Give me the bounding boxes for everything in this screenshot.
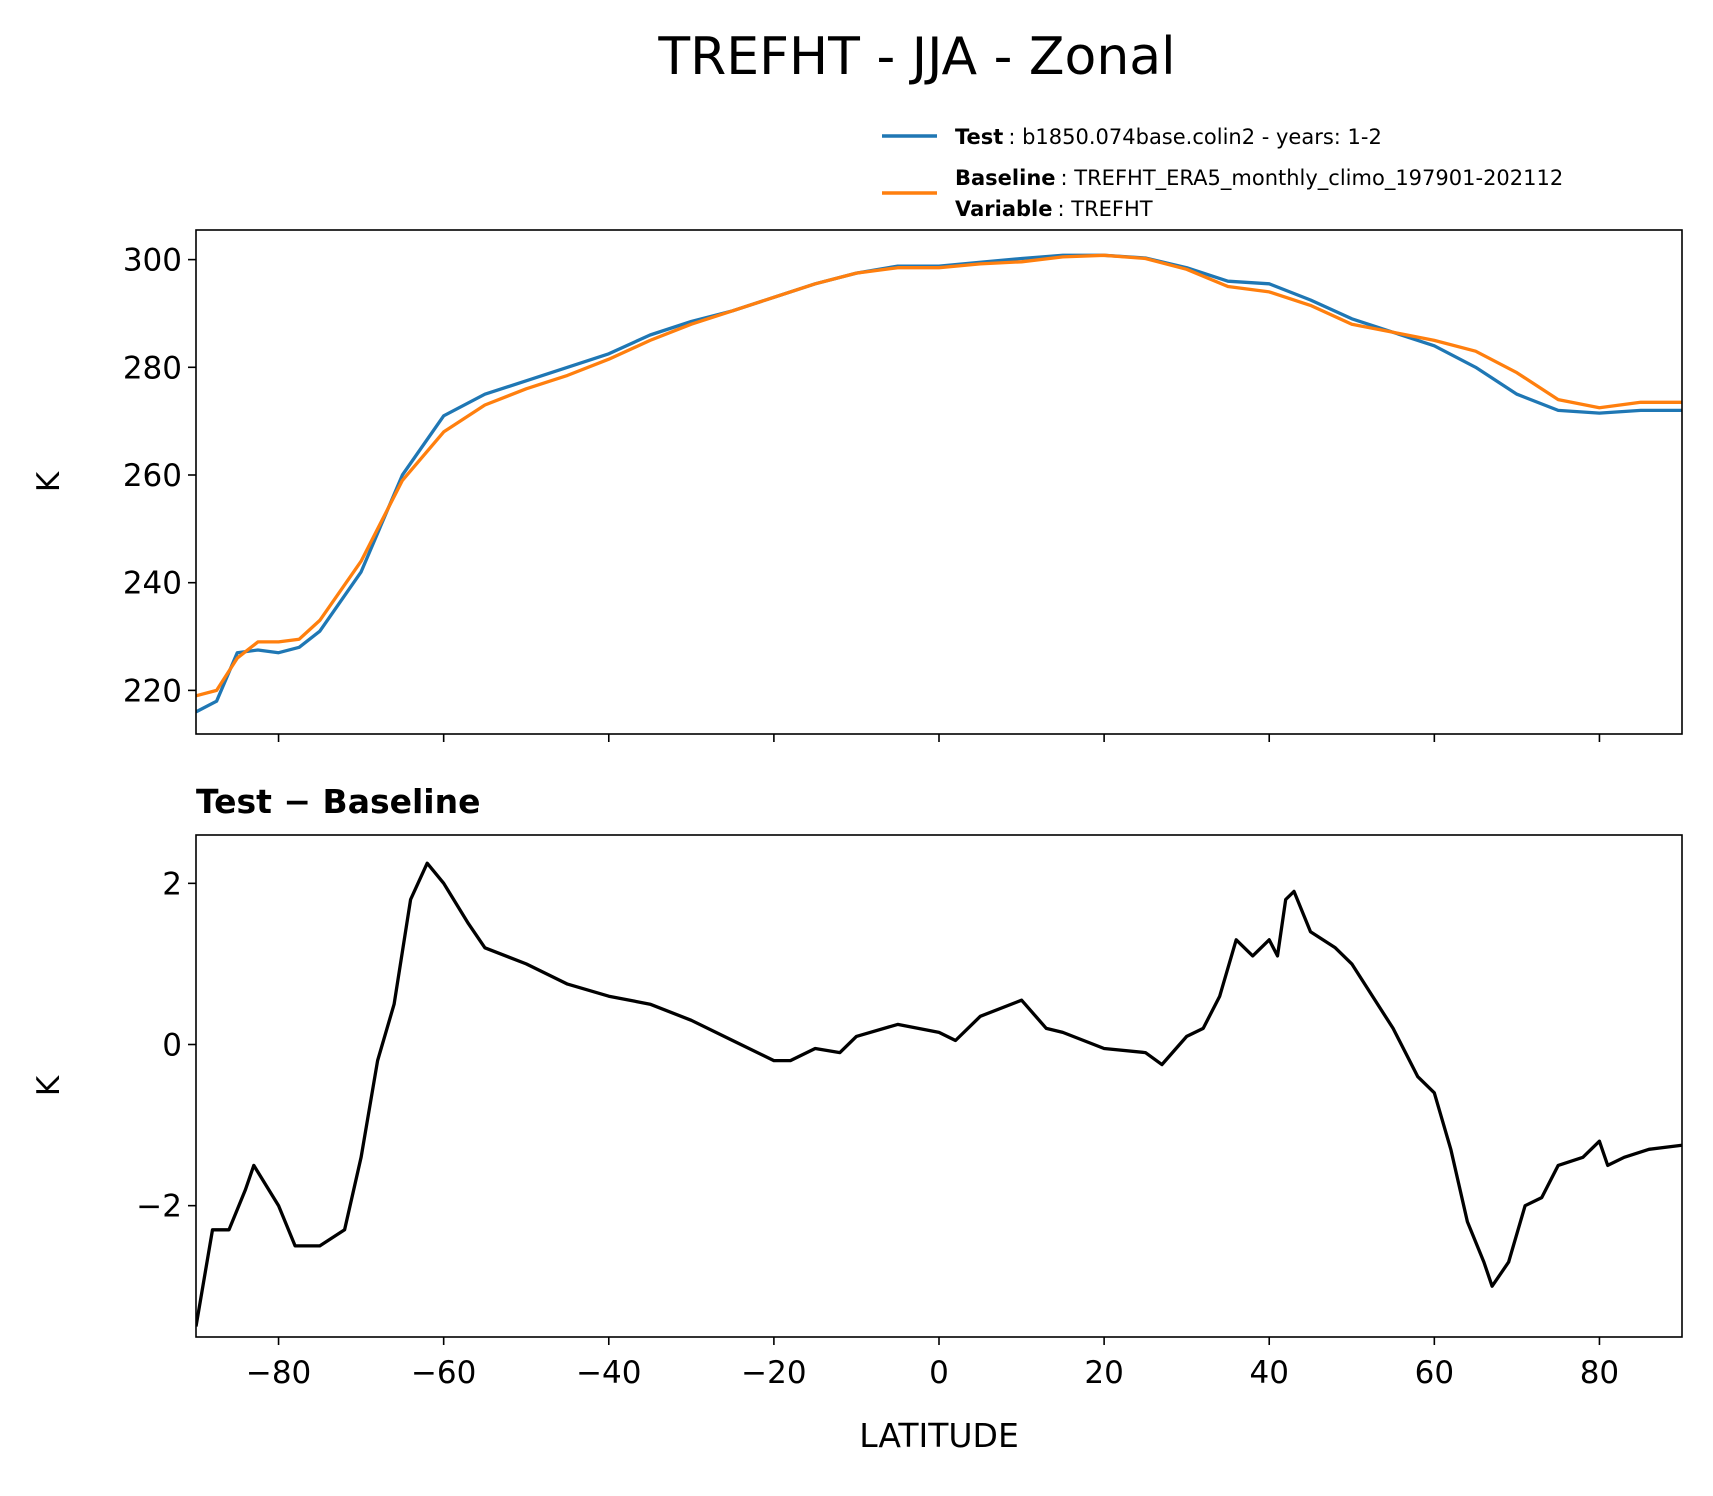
- x-tick-label: 80: [1580, 1355, 1619, 1391]
- y-axis-label: K: [31, 1075, 67, 1096]
- y-tick-label: 2: [162, 866, 182, 902]
- x-tick-label: −40: [576, 1355, 641, 1391]
- legend-desc: : TREFHT: [1057, 197, 1152, 221]
- x-tick-label: −80: [246, 1355, 311, 1391]
- x-tick-label: 0: [929, 1355, 949, 1391]
- y-tick-label: 260: [123, 458, 182, 494]
- y-tick-label: 300: [123, 243, 182, 279]
- series-line: [196, 861, 1682, 1327]
- legend-name: Test: [955, 125, 1003, 149]
- figure-title: TREFHT - JJA - Zonal: [657, 27, 1175, 87]
- legend-entry: Baseline: TREFHT_ERA5_monthly_climo_1979…: [955, 166, 1563, 191]
- series-line: [196, 253, 1682, 714]
- legend-name: Baseline: [955, 166, 1056, 190]
- x-tick-label: 60: [1415, 1355, 1454, 1391]
- legend-desc: : b1850.074base.colin2 - years: 1-2: [1008, 125, 1382, 149]
- y-tick-label: 220: [123, 673, 182, 709]
- y-tick-label: 0: [162, 1028, 182, 1064]
- legend-extra: Variable: TREFHT: [955, 197, 1153, 221]
- x-tick-label: −60: [411, 1355, 476, 1391]
- axes-title: Test − Baseline: [196, 782, 481, 821]
- series-line: [196, 253, 1682, 698]
- legend-desc: : TREFHT_ERA5_monthly_climo_197901-20211…: [1061, 166, 1564, 191]
- y-tick-label: 280: [123, 350, 182, 386]
- x-tick-label: 20: [1084, 1355, 1123, 1391]
- x-tick-label: 40: [1249, 1355, 1288, 1391]
- x-axis-label: LATITUDE: [859, 1416, 1019, 1455]
- x-tick-label: −20: [741, 1355, 806, 1391]
- y-tick-label: 240: [123, 566, 182, 602]
- y-tick-label: −2: [136, 1189, 182, 1225]
- axes-frame: [195, 229, 1683, 735]
- y-axis-label: K: [31, 471, 67, 492]
- axes-frame: [195, 834, 1683, 1338]
- legend-entry: Test: b1850.074base.colin2 - years: 1-2: [955, 125, 1382, 149]
- legend-name: Variable: [955, 197, 1052, 221]
